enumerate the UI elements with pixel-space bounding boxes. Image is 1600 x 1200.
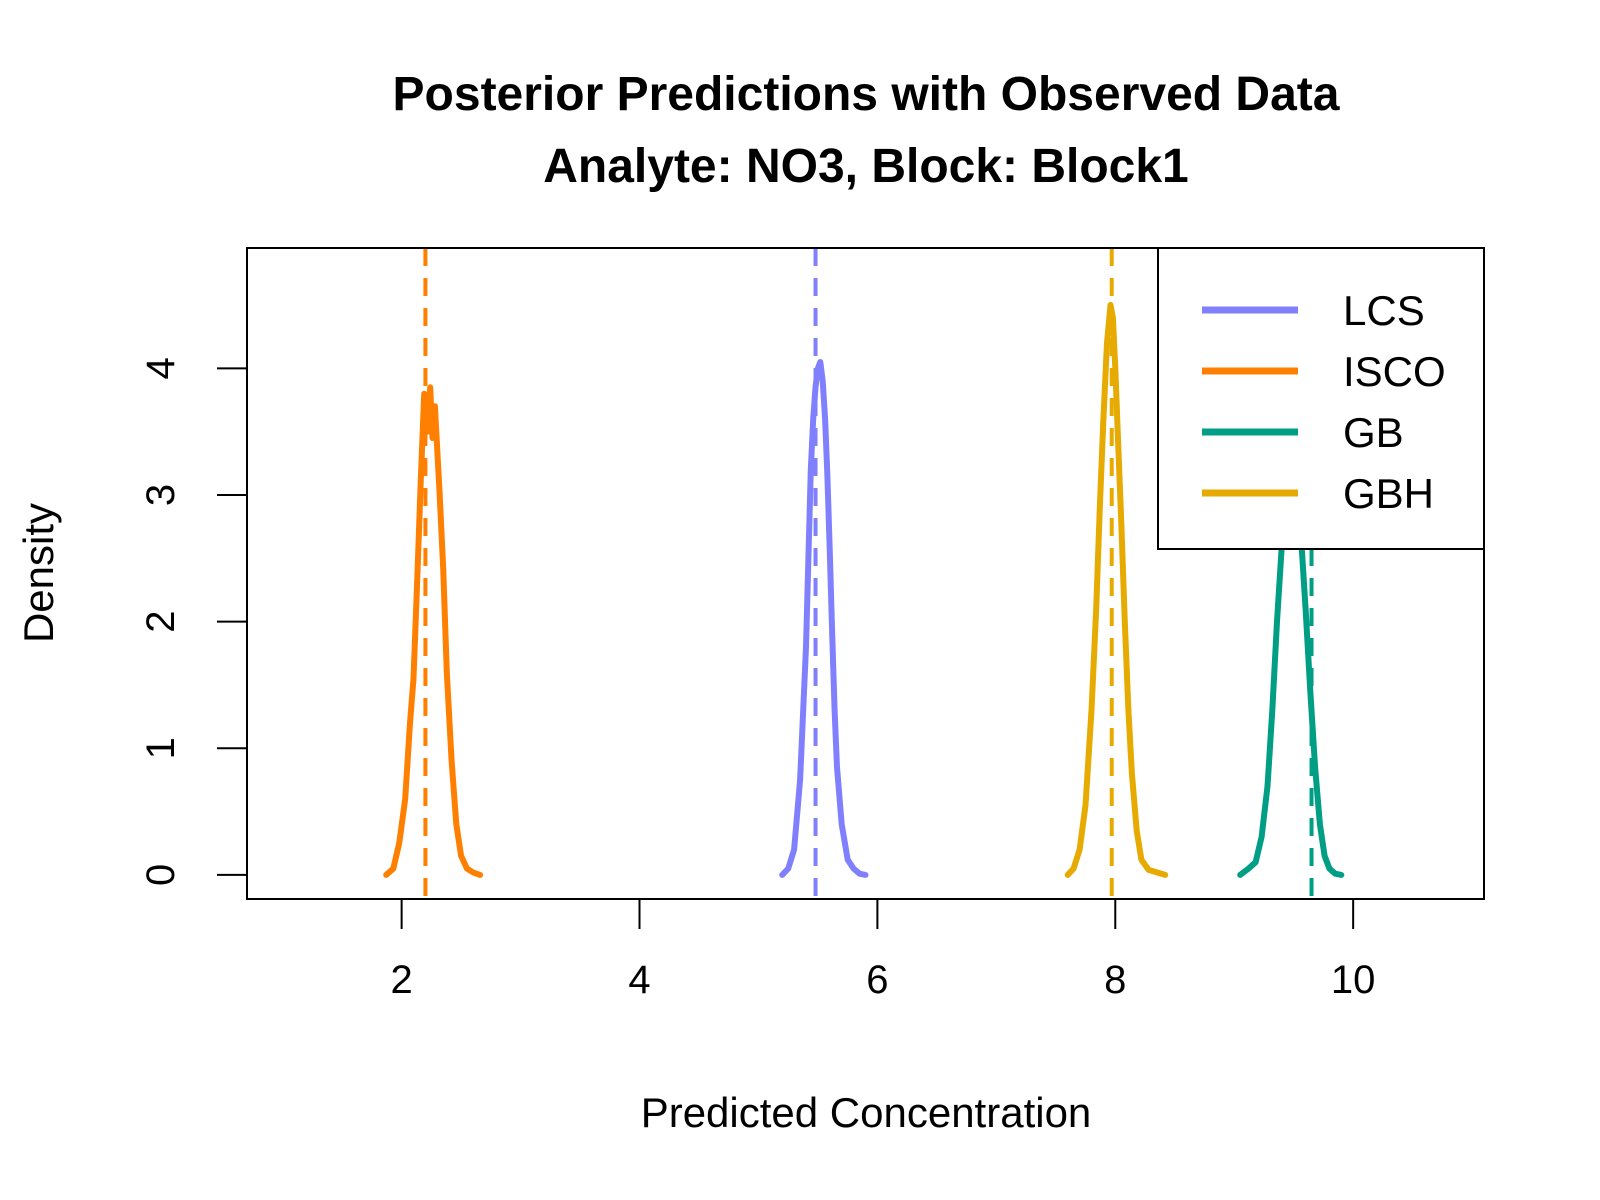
density-curve-isco [383, 384, 484, 878]
y-tick-label: 2 [139, 611, 183, 633]
legend: LCS ISCO GB GBH [1157, 247, 1485, 550]
legend-item-gb: GB [1202, 409, 1404, 456]
x-tick-label: 6 [866, 958, 888, 1002]
x-axis: 2 4 6 8 10 [391, 898, 1376, 1002]
legend-label: GBH [1343, 470, 1434, 517]
chart-title: Posterior Predictions with Observed Data [393, 68, 1340, 121]
x-tick-label: 10 [1331, 958, 1376, 1002]
x-tick-label: 4 [628, 958, 650, 1002]
density-curve-lcs [779, 359, 869, 878]
plot-frame [246, 247, 1485, 900]
legend-item-gbh: GBH [1202, 470, 1434, 517]
x-tick-label: 2 [391, 958, 413, 1002]
x-axis-label: Predicted Concentration [641, 1089, 1092, 1136]
y-tick-label: 3 [139, 484, 183, 506]
legend-label: LCS [1343, 287, 1425, 334]
y-tick-label: 0 [139, 864, 183, 886]
density-curve-gbh [1064, 302, 1169, 878]
observed-lines [423, 248, 1314, 899]
y-axis-label: Density [15, 503, 62, 643]
y-axis: 0 1 2 3 4 [139, 357, 247, 886]
legend-box [1157, 247, 1485, 550]
legend-item-lcs: LCS [1202, 287, 1425, 334]
legend-item-isco: ISCO [1202, 348, 1446, 395]
x-tick-label: 8 [1104, 958, 1126, 1002]
y-tick-label: 1 [139, 737, 183, 759]
chart-subtitle: Analyte: NO3, Block: Block1 [543, 140, 1189, 193]
y-tick-label: 4 [139, 357, 183, 379]
legend-label: GB [1343, 409, 1404, 456]
legend-label: ISCO [1343, 348, 1446, 395]
